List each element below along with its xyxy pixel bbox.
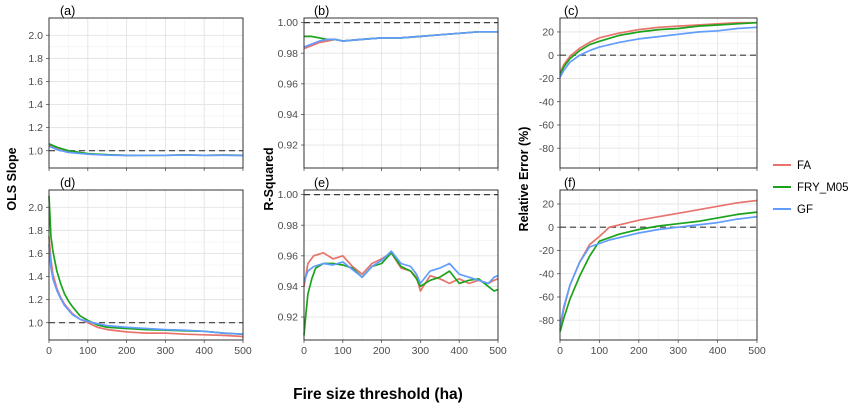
panel-c: -80 -60 -40 -20 0 20 (c) Relative Error (%): [517, 4, 758, 232]
y-tick-label: 1.4: [28, 271, 43, 283]
y-tick-label: 0.98: [278, 220, 299, 232]
x-tick-label: 300: [157, 345, 175, 357]
x-tick-label: 300: [669, 345, 687, 357]
x-axis-title: Fire size threshold (ha): [293, 386, 463, 403]
y-tick-label: 20: [542, 199, 554, 211]
x-tick-label: 0: [301, 345, 307, 357]
panels: 1.01.21.41.61.82.0(a)OLS Slope0.920.940.…: [5, 4, 766, 357]
series-line-gf: [303, 30, 498, 48]
series-line-fry-m05: [303, 251, 499, 336]
series-line-gf: [48, 244, 244, 336]
y-tick-label: 1.6: [28, 248, 43, 260]
y-axis-title: R-Squared: [262, 147, 276, 210]
x-tick-label: 300: [412, 345, 430, 357]
y-tick-label: 1.2: [28, 122, 43, 134]
y-tick-label: 0.92: [278, 140, 299, 152]
y-tick-label: -20: [539, 73, 554, 85]
y-tick-label: -80: [539, 143, 554, 155]
x-tick-label: 500: [234, 345, 252, 357]
y-tick-label: 0.96: [278, 250, 299, 262]
panel-label: (b): [314, 4, 329, 18]
series-line-gf: [559, 215, 758, 327]
x-tick-label: 500: [489, 345, 507, 357]
legend-item-fa: FA: [773, 160, 811, 172]
panel-border: [48, 189, 244, 341]
y-tick-label: 1.2: [28, 294, 43, 306]
y-tick-label: 0.98: [278, 48, 299, 60]
y-axis-title: OLS Slope: [5, 147, 19, 210]
legend-item-gf: GF: [773, 204, 813, 216]
y-axis-title: Relative Error (%): [517, 127, 531, 232]
y-tick-label: 1.4: [28, 99, 43, 111]
panel-label: (c): [564, 4, 579, 18]
x-tick-label: 500: [748, 345, 766, 357]
panel-label: (d): [60, 176, 75, 190]
series-line-fry-m05: [559, 21, 758, 76]
y-tick-label: 0.92: [278, 312, 299, 324]
y-tick-label: 0.94: [278, 281, 299, 293]
y-tick-label: 0: [548, 222, 554, 234]
panel-border: [559, 189, 758, 341]
panel-border: [48, 17, 244, 169]
x-tick-label: 400: [450, 345, 468, 357]
panel-border: [303, 17, 499, 169]
y-tick-label: 1.6: [28, 76, 43, 88]
y-tick-label: 1.8: [28, 53, 43, 65]
panel-border: [559, 17, 758, 169]
panel-label: (f): [564, 176, 576, 190]
x-tick-label: 200: [118, 345, 136, 357]
y-tick-label: 1.0: [28, 317, 43, 329]
y-tick-label: 2.0: [28, 30, 43, 42]
x-tick-label: 400: [709, 345, 727, 357]
series-line-gf: [48, 145, 244, 157]
y-tick-label: 1.00: [278, 17, 299, 29]
y-tick-label: 1.8: [28, 225, 43, 237]
panel-label: (e): [314, 176, 329, 190]
y-tick-label: -60: [539, 120, 554, 132]
legend-label-gf: GF: [797, 204, 813, 216]
x-tick-label: 0: [557, 345, 563, 357]
x-tick-label: 400: [195, 345, 213, 357]
panel-a: 1.0 1.2 1.4 1.6 1.8 2.0 (a) OLS Slope: [5, 4, 244, 211]
panel-e: 0.92 0.94 0.96 0.98 1.00 0 100 200 300 400 500 (e): [278, 176, 507, 357]
y-tick-label: 1.00: [278, 189, 299, 201]
panel-label: (a): [60, 4, 75, 18]
y-tick-label: 0.96: [278, 78, 299, 90]
y-tick-label: 1.0: [28, 145, 43, 157]
x-tick-label: 200: [373, 345, 391, 357]
panel-border: [303, 189, 499, 341]
series-line-fry-m05: [559, 211, 758, 333]
series-line-gf: [559, 26, 758, 78]
y-tick-label: 0.94: [278, 109, 299, 121]
y-tick-label: 20: [542, 27, 554, 39]
legend-item-fry-m05: FRY_M05: [773, 182, 849, 194]
y-tick-label: -20: [539, 245, 554, 257]
legend-label-fa: FA: [797, 160, 811, 172]
x-tick-label: 100: [334, 345, 352, 357]
series-line-fa: [559, 21, 757, 74]
y-tick-label: -80: [539, 315, 554, 327]
x-tick-label: 200: [630, 345, 648, 357]
y-tick-label: 2.0: [28, 202, 43, 214]
panel-b: 0.92 0.94 0.96 0.98 1.00 (b) R-Squared: [262, 4, 499, 211]
y-tick-label: -40: [539, 96, 554, 108]
x-tick-label: 100: [591, 345, 609, 357]
x-tick-label: 0: [46, 345, 52, 357]
series-line-gf: [303, 250, 499, 285]
legend-label-fry-m05: FRY_M05: [797, 182, 849, 194]
y-tick-label: -60: [539, 292, 554, 304]
legend: FA FRY_M05 GF: [773, 160, 849, 216]
y-tick-label: -40: [539, 268, 554, 280]
x-tick-label: 100: [79, 345, 97, 357]
y-tick-label: 0: [548, 50, 554, 62]
panel-d: 1.0 1.2 1.4 1.6 1.8 2.0 0 100 200 300 400 500 (d): [28, 176, 252, 357]
